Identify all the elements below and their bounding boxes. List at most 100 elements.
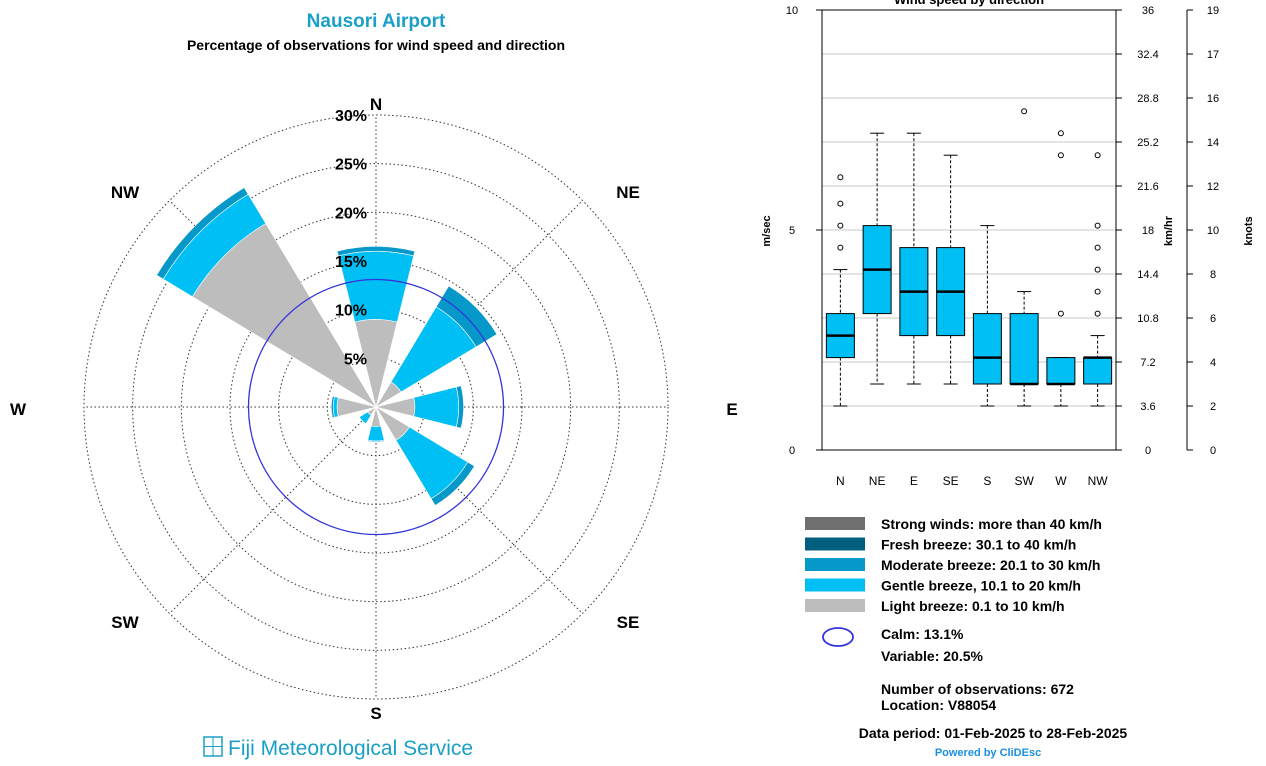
box-nw [1083, 357, 1113, 385]
legend-swatch [805, 537, 865, 551]
kmh-tick-label: 25.2 [1137, 137, 1158, 149]
knots-tick-label: 19 [1207, 5, 1219, 17]
rose-wedge-e [455, 385, 464, 429]
kmh-tick-label: 14.4 [1137, 269, 1158, 281]
outlier-nw [1094, 288, 1101, 295]
ring-label: 25% [335, 157, 367, 174]
rose-wedge-se [430, 461, 475, 506]
variable-label: Variable: 20.5% [881, 648, 984, 664]
wind-rose: 5% 10% 15% 20% 25% 30%N NE E SE S SW W NW [10, 95, 738, 723]
knots-tick-label: 2 [1210, 401, 1216, 413]
knots-tick-label: 8 [1210, 269, 1216, 281]
outlier-sw [1021, 108, 1028, 115]
rose-footer: Fiji Meteorological Service [228, 737, 473, 760]
direction-label-w: W [10, 400, 27, 419]
kmh-tick-label: 7.2 [1140, 357, 1155, 369]
box-sw [1009, 313, 1039, 385]
x-tick-label-n: N [836, 474, 845, 488]
kmh-tick-label: 0 [1145, 445, 1151, 457]
rose-wedge-n [336, 246, 416, 257]
y-tick-label: 0 [789, 445, 795, 457]
legend-label: Light breeze: 0.1 to 10 km/h [881, 598, 1065, 614]
x-tick-label-ne: NE [869, 474, 886, 488]
location-label: Location: V88054 [881, 697, 996, 713]
knots-tick-label: 10 [1207, 225, 1219, 237]
ring-label: 15% [335, 254, 367, 271]
legend-swatch [805, 517, 865, 530]
legend-swatch [805, 578, 865, 592]
data-period-label: Data period: 01-Feb-2025 to 28-Feb-2025 [859, 725, 1128, 741]
rose-ring [132, 163, 620, 651]
ring-label: 30% [335, 108, 367, 125]
y-axis-label: m/sec [761, 215, 773, 246]
fms-logo-icon [203, 736, 223, 757]
legend-label: Strong winds: more than 40 km/h [881, 516, 1102, 532]
ring-label: 10% [335, 303, 367, 320]
direction-label-sw: SW [111, 613, 139, 632]
rose-ring [229, 260, 523, 554]
kmh-tick-label: 36 [1142, 5, 1154, 17]
ring-label: 5% [344, 351, 367, 368]
x-tick-label-se: SE [943, 474, 959, 488]
box-s [972, 313, 1002, 385]
kmh-tick-label: 21.6 [1137, 181, 1158, 193]
kmh-tick-label: 32.4 [1137, 49, 1158, 61]
knots-tick-label: 14 [1207, 137, 1219, 149]
outlier-nw [1094, 266, 1101, 273]
rose-ring [83, 114, 669, 700]
calm-legend-icon [822, 627, 854, 647]
boxplot-title: Wind speed by direction [894, 0, 1044, 7]
rose-spoke [169, 406, 377, 614]
rose-title: Nausori Airport [307, 11, 446, 32]
outlier-nw [1094, 222, 1101, 229]
rose-ring [180, 211, 572, 603]
knots-tick-label: 6 [1210, 313, 1216, 325]
outlier-w [1057, 310, 1064, 317]
rose-wedge-w [330, 395, 335, 419]
y-tick-label: 10 [786, 5, 798, 17]
rose-wedge-sw [358, 411, 372, 425]
direction-label-ne: NE [616, 183, 640, 202]
legend-swatch [805, 558, 865, 571]
outlier-w [1057, 152, 1064, 159]
direction-label-s: S [370, 704, 381, 723]
knots-tick-label: 12 [1207, 181, 1219, 193]
knots-tick-label: 4 [1210, 357, 1216, 369]
knots-tick-label: 16 [1207, 93, 1219, 105]
knots-axis-label: knots [1243, 216, 1255, 245]
direction-label-n: N [370, 95, 382, 114]
rose-wedge-s [367, 425, 385, 442]
outlier-nw [1094, 244, 1101, 251]
x-tick-label-s: S [983, 474, 991, 488]
legend: Strong winds: more than 40 km/h Fresh bre… [805, 516, 1127, 759]
direction-label-se: SE [617, 613, 640, 632]
rose-wedge-s [367, 439, 385, 443]
legend-swatch [805, 599, 865, 612]
kmh-tick-label: 10.8 [1137, 313, 1158, 325]
outlier-n [837, 244, 844, 251]
x-tick-label-w: W [1055, 474, 1067, 488]
outlier-n [837, 174, 844, 181]
calm-label: Calm: 13.1% [881, 626, 964, 642]
x-tick-label-e: E [910, 474, 918, 488]
y-tick-label: 5 [789, 225, 795, 237]
calm-circle [247, 278, 505, 536]
knots-tick-label: 0 [1210, 445, 1216, 457]
legend-label: Gentle breeze, 10.1 to 20 km/h [881, 578, 1081, 594]
legend-label: Moderate breeze: 20.1 to 30 km/h [881, 557, 1100, 573]
legend-label: Fresh breeze: 30.1 to 40 km/h [881, 537, 1076, 553]
kmh-tick-label: 28.8 [1137, 93, 1158, 105]
kmh-tick-label: 3.6 [1140, 401, 1155, 413]
outlier-n [837, 200, 844, 207]
knots-tick-label: 17 [1207, 49, 1219, 61]
x-tick-label-sw: SW [1014, 474, 1034, 488]
kmh-axis-label: km/hr [1163, 215, 1175, 246]
rose-subtitle: Percentage of observations for wind spee… [187, 37, 565, 53]
observations-label: Number of observations: 672 [881, 681, 1074, 697]
outlier-w [1057, 130, 1064, 137]
rose-wedge-nw [156, 187, 249, 280]
boxplot-panel: Wind speed by direction 0 5 10 m/sec 0 3.6 7.2 1… [761, 0, 1255, 488]
kmh-tick-label: 18 [1142, 225, 1154, 237]
